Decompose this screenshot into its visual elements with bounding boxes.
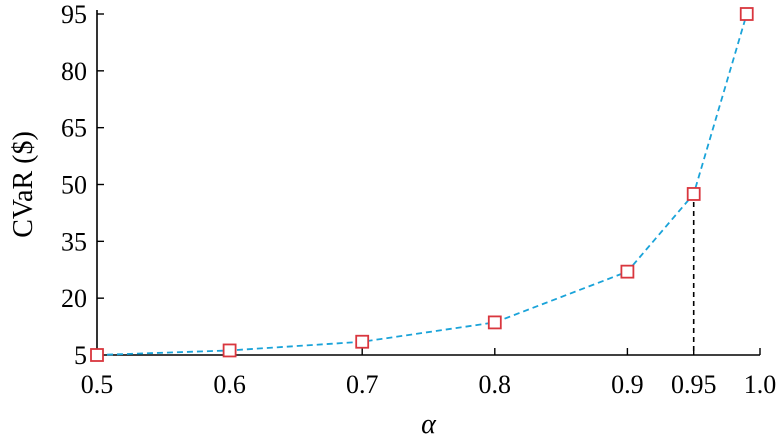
y-tick-label: 5 [74,341,87,370]
plot-area [90,7,754,362]
x-tick-label: 0.7 [346,370,379,399]
x-tick-label: 0.95 [671,370,717,399]
data-point-marker [487,315,502,330]
x-tick-label: 0.5 [81,370,114,399]
data-point-marker [620,264,635,279]
x-tick-label: 1.0 [744,370,777,399]
data-point-marker [222,343,237,358]
x-axis-title: α [421,409,437,440]
y-tick-label: 95 [61,0,87,29]
x-tick-label: 0.8 [479,370,512,399]
series-line [96,13,748,356]
y-tick-label: 50 [61,171,87,200]
x-tick-label: 0.6 [213,370,246,399]
data-point-marker [90,348,104,362]
y-tick-label: 35 [61,227,87,256]
data-point-marker [686,187,701,201]
y-tick-label: 80 [61,57,87,86]
x-ticks: 0.5 0.6 0.7 0.8 0.9 0.95 1.0 [81,348,777,399]
axes [96,10,760,356]
x-tick-label: 0.9 [611,370,644,399]
y-axis-title: CVaR ($) [8,131,39,238]
y-tick-label: 65 [61,114,87,143]
data-point-marker [739,7,754,21]
data-point-marker [355,334,370,349]
y-tick-label: 20 [61,284,87,313]
y-ticks: 5 20 35 50 65 80 95 [61,0,104,370]
